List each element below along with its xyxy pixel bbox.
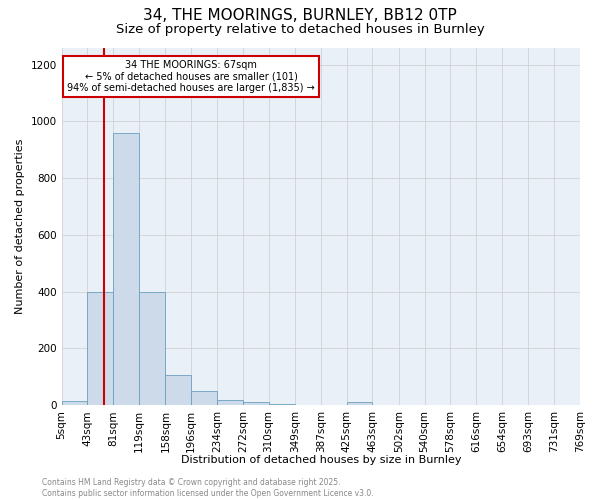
Bar <box>243 402 269 405</box>
Bar <box>88 292 113 405</box>
Text: 34 THE MOORINGS: 67sqm
← 5% of detached houses are smaller (101)
94% of semi-det: 34 THE MOORINGS: 67sqm ← 5% of detached … <box>67 60 315 93</box>
X-axis label: Distribution of detached houses by size in Burnley: Distribution of detached houses by size … <box>181 455 461 465</box>
Text: Size of property relative to detached houses in Burnley: Size of property relative to detached ho… <box>116 22 484 36</box>
Text: Contains HM Land Registry data © Crown copyright and database right 2025.
Contai: Contains HM Land Registry data © Crown c… <box>42 478 374 498</box>
Bar <box>166 376 191 405</box>
Bar <box>139 292 166 405</box>
Bar <box>269 404 295 405</box>
Text: 34, THE MOORINGS, BURNLEY, BB12 0TP: 34, THE MOORINGS, BURNLEY, BB12 0TP <box>143 8 457 22</box>
Bar <box>62 401 88 405</box>
Bar <box>347 402 373 405</box>
Bar <box>217 400 243 405</box>
Bar <box>191 391 217 405</box>
Y-axis label: Number of detached properties: Number of detached properties <box>15 138 25 314</box>
Bar <box>113 132 139 405</box>
